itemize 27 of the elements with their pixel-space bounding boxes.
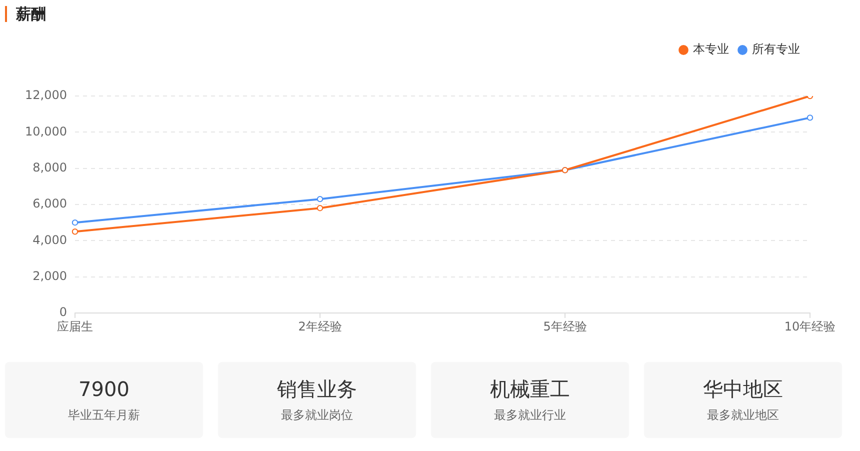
x-tick-label: 2年经验 xyxy=(298,319,342,334)
point xyxy=(316,205,324,212)
legend-label: 本专业 xyxy=(693,42,729,56)
point xyxy=(72,219,78,226)
text: 机械重工 xyxy=(489,376,571,402)
y-tick-label: 8,000 xyxy=(32,160,67,174)
x-tick-label: 10年经验 xyxy=(784,319,836,334)
text: 7900 xyxy=(78,376,130,402)
x-tick-label: 应届生 xyxy=(57,319,93,334)
text: 最多就业行业 xyxy=(493,407,567,423)
y-tick-label: 12,000 xyxy=(25,88,67,102)
y-tick-label: 0 xyxy=(59,305,67,320)
y-tick-label: 10,000 xyxy=(25,124,67,138)
point xyxy=(72,228,78,235)
text: 销售业务 xyxy=(276,376,358,402)
y-tick-label: 6,000 xyxy=(32,196,67,211)
legend-label: 所有专业 xyxy=(752,42,800,56)
y-tick-label: 2,000 xyxy=(32,268,67,283)
y-tick-label: 4,000 xyxy=(32,232,67,247)
chart-title: 薪酬 xyxy=(16,5,46,23)
text: 毕业五年月薪 xyxy=(67,407,141,423)
x-tick-label: 5年经验 xyxy=(543,319,587,334)
text: 最多就业岗位 xyxy=(280,407,354,423)
text: 最多就业地区 xyxy=(706,407,780,423)
point xyxy=(806,114,814,121)
text: 华中地区 xyxy=(702,376,784,402)
point xyxy=(316,196,324,202)
